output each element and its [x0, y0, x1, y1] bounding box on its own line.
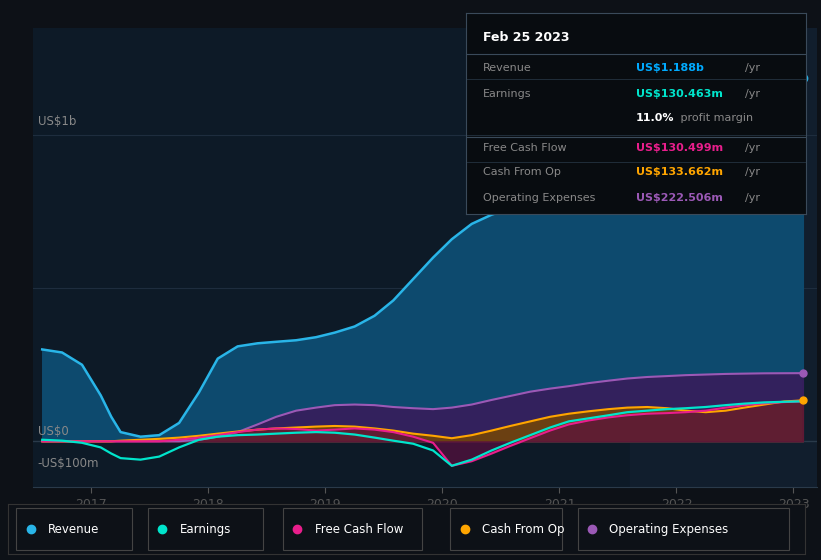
Text: /yr: /yr	[745, 88, 760, 99]
Text: -US$100m: -US$100m	[38, 456, 99, 470]
Text: US$133.662m: US$133.662m	[635, 167, 722, 177]
Text: Cash From Op: Cash From Op	[482, 522, 565, 536]
Text: US$130.499m: US$130.499m	[635, 143, 723, 153]
Text: US$1b: US$1b	[38, 115, 76, 128]
Text: /yr: /yr	[745, 167, 760, 177]
Bar	[283, 508, 422, 550]
Text: Free Cash Flow: Free Cash Flow	[483, 143, 566, 153]
Bar	[630, 28, 817, 487]
Text: profit margin: profit margin	[677, 113, 753, 123]
Text: US$222.506m: US$222.506m	[635, 193, 722, 203]
Text: Earnings: Earnings	[180, 522, 231, 536]
Text: /yr: /yr	[745, 63, 760, 73]
Bar	[450, 508, 562, 550]
Text: /yr: /yr	[745, 143, 760, 153]
Text: 11.0%: 11.0%	[635, 113, 674, 123]
Text: Operating Expenses: Operating Expenses	[483, 193, 595, 203]
Bar	[578, 508, 789, 550]
Text: Cash From Op: Cash From Op	[483, 167, 561, 177]
Bar	[148, 508, 263, 550]
Text: Revenue: Revenue	[483, 63, 531, 73]
Text: Earnings: Earnings	[483, 88, 531, 99]
Text: Revenue: Revenue	[48, 522, 99, 536]
Text: /yr: /yr	[745, 193, 760, 203]
Bar	[16, 508, 131, 550]
Text: US$0: US$0	[38, 424, 68, 437]
Text: Feb 25 2023: Feb 25 2023	[483, 31, 569, 44]
Text: US$130.463m: US$130.463m	[635, 88, 722, 99]
Text: US$1.188b: US$1.188b	[635, 63, 704, 73]
Text: Free Cash Flow: Free Cash Flow	[314, 522, 403, 536]
Text: Operating Expenses: Operating Expenses	[609, 522, 729, 536]
